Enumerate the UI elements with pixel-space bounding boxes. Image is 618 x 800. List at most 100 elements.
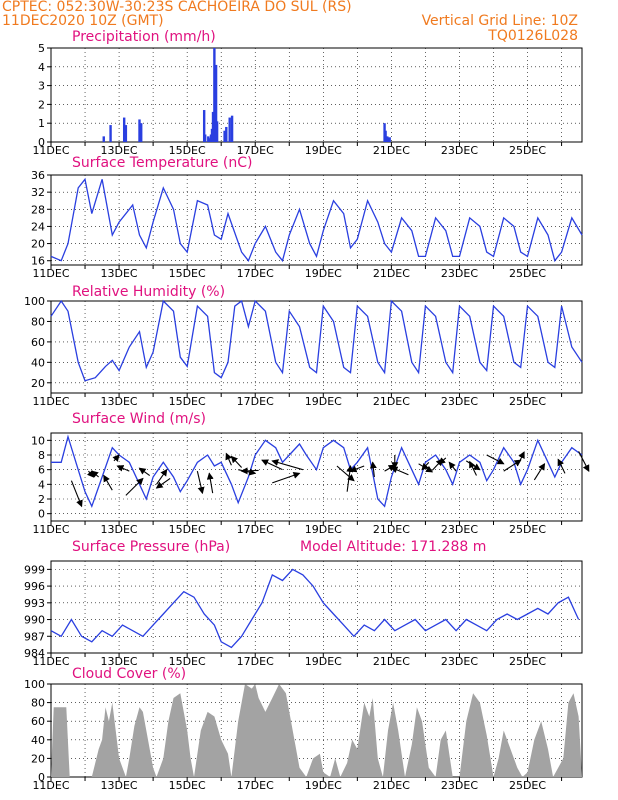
humidity-series-line: [50, 299, 583, 382]
humidity-xtick-label: 21DEC: [373, 395, 410, 408]
pressure-series-line: [50, 568, 580, 649]
cloud-xtick-label: 19DEC: [305, 779, 342, 792]
wind-xtick-label: 23DEC: [441, 523, 478, 536]
precip-xtick-label: 17DEC: [237, 144, 274, 157]
cloud-xtick-label: 11DEC: [32, 779, 69, 792]
temp-ytick-label: 24: [31, 220, 45, 233]
temp-ytick-label: 32: [31, 186, 45, 199]
temp-panel: 11DEC 13DEC 15DEC 17DEC 19DEC 21DEC 23DEC 25DEC…: [31, 169, 583, 280]
humidity-frame: [50, 300, 583, 394]
wind-vector: [369, 461, 377, 478]
wind-vector: [431, 458, 444, 471]
header-grid-line: Vertical Grid Line: 10Z: [422, 13, 578, 29]
humidity-xtick-label: 17DEC: [237, 395, 274, 408]
temp-ytick-label: 36: [31, 169, 45, 182]
humidity-title: Relative Humidity (%): [72, 284, 225, 300]
wind-vector: [272, 472, 301, 484]
humidity-xtick-label: 11DEC: [32, 395, 69, 408]
precip-panel: 11DEC 13DEC 15DEC 17DEC 19DEC 21DEC 23DEC 25DEC…: [32, 42, 583, 157]
precip-bar: [225, 126, 228, 142]
wind-vector: [230, 455, 243, 468]
temp-xtick-label: 13DEC: [101, 267, 138, 280]
precip-bar: [213, 48, 216, 142]
wind-xtick-label: 17DEC: [237, 523, 274, 536]
pressure-ytick-label: 984: [24, 647, 45, 660]
precip-xtick-label: 13DEC: [101, 144, 138, 157]
precip-bar: [215, 121, 219, 142]
precip-ytick-label: 3: [38, 80, 45, 93]
precip-bar: [203, 134, 207, 142]
precip-bar: [211, 111, 215, 142]
wind-vector: [578, 451, 590, 473]
cloud-title: Cloud Cover (%): [72, 666, 186, 682]
header-date: 11DEC2020 10Z (GMT): [2, 13, 164, 29]
wind-vector: [503, 459, 522, 472]
precip-ytick-label: 5: [38, 42, 45, 55]
precip-ytick-label: 4: [38, 61, 45, 74]
wind-xtick-label: 11DEC: [32, 523, 69, 536]
cloud-xtick-label: 21DEC: [373, 779, 410, 792]
precip-ytick-label: 2: [38, 98, 45, 111]
precip-bar: [140, 123, 143, 142]
wind-vector: [421, 461, 430, 471]
humidity-xtick-label: 23DEC: [441, 395, 478, 408]
wind-vector: [125, 477, 144, 496]
wind-xtick-label: 19DEC: [305, 523, 342, 536]
humidity-xtick-label: 15DEC: [169, 395, 206, 408]
precip-xtick-label: 19DEC: [305, 144, 342, 157]
wind-series-line: [51, 434, 583, 509]
pressure-xtick-label: 11DEC: [32, 655, 69, 668]
pressure-xtick-label: 25DEC: [509, 655, 546, 668]
wind-vector: [438, 457, 447, 465]
wind-vector: [91, 470, 100, 478]
humidity-ytick-label: 40: [31, 356, 45, 369]
temp-ytick-label: 16: [31, 255, 45, 268]
cloud-ytick-label: 100: [24, 678, 45, 691]
cloud-xtick-label: 17DEC: [237, 779, 274, 792]
pressure-panel: 11DEC 13DEC 15DEC 17DEC 19DEC 21DEC 23DEC 25DEC…: [24, 560, 583, 668]
precip-bar: [102, 136, 105, 142]
precip-xtick-label: 11DEC: [32, 144, 69, 157]
precip-xtick-label: 21DEC: [373, 144, 410, 157]
cloud-cover-area: [51, 684, 582, 777]
wind-vector: [225, 452, 232, 466]
wind-ytick-label: 8: [38, 449, 45, 462]
precip-bar: [207, 136, 210, 142]
wind-xtick-label: 15DEC: [169, 523, 206, 536]
pressure-xtick-label: 19DEC: [305, 655, 342, 668]
precip-bar: [208, 138, 211, 142]
temp-frame: [50, 174, 583, 266]
precip-bar: [124, 125, 128, 142]
wind-vector: [486, 454, 505, 465]
pressure-xtick-label: 13DEC: [101, 655, 138, 668]
humidity-ytick-label: 60: [31, 336, 45, 349]
wind-vector: [469, 460, 477, 476]
wind-xtick-label: 25DEC: [509, 523, 546, 536]
wind-vector: [70, 480, 83, 508]
precip-frame: [50, 47, 583, 143]
precip-ytick-label: 1: [38, 117, 45, 130]
cloud-xtick-label: 13DEC: [101, 779, 138, 792]
pressure-xtick-label: 15DEC: [169, 655, 206, 668]
temp-xtick-label: 17DEC: [237, 267, 274, 280]
pressure-xtick-label: 23DEC: [441, 655, 478, 668]
wind-vector: [271, 459, 304, 471]
wind-vector: [336, 465, 355, 482]
temp-xtick-label: 11DEC: [32, 267, 69, 280]
wind-vector: [206, 472, 214, 494]
pressure-frame: [50, 560, 583, 654]
wind-ytick-label: 4: [38, 478, 45, 491]
pressure-ytick-label: 987: [24, 630, 45, 643]
wind-vector: [138, 467, 151, 476]
humidity-ytick-label: 100: [24, 295, 45, 308]
wind-ytick-label: 6: [38, 464, 45, 477]
wind-panel: 11DEC 13DEC 15DEC 17DEC 19DEC 21DEC 23DEC 25DEC…: [31, 432, 590, 536]
humidity-ytick-label: 20: [31, 377, 45, 390]
cloud-xtick-label: 23DEC: [441, 779, 478, 792]
wind-vector: [116, 465, 130, 472]
humidity-ytick-label: 80: [31, 315, 45, 328]
humidity-xtick-label: 25DEC: [509, 395, 546, 408]
temp-ytick-label: 20: [31, 238, 45, 251]
pressure-ytick-label: 990: [24, 614, 45, 627]
precip-bar: [223, 130, 226, 142]
